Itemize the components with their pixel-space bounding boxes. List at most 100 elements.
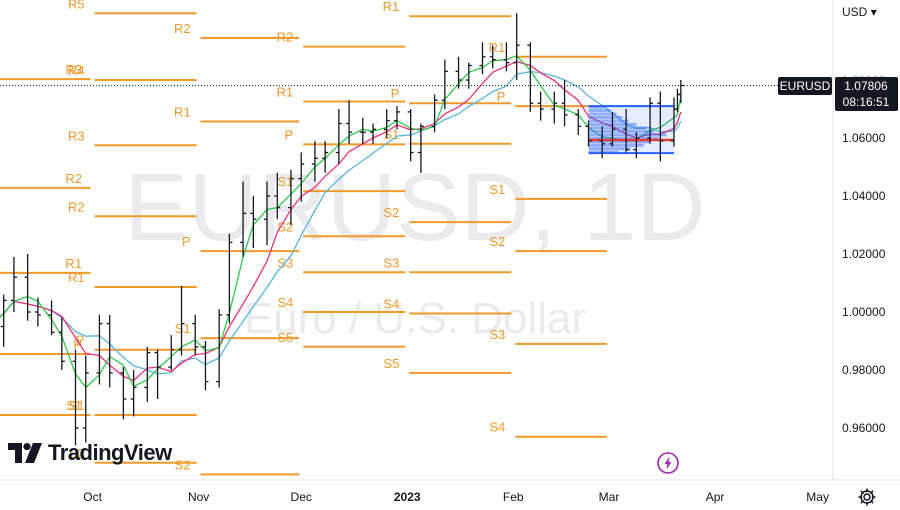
- candle: [503, 42, 510, 72]
- candle: [441, 59, 448, 109]
- y-axis[interactable]: 1.06000 1.04000 1.02000 1.00000 0.98000 0.960…: [842, 73, 886, 435]
- pivot-label-r2: R2: [277, 30, 294, 45]
- pivot-label-r1: R1: [174, 104, 191, 119]
- candle: [633, 132, 640, 159]
- x-tick-label: Dec: [291, 490, 312, 504]
- price-tag-price: 1.07806: [844, 79, 888, 93]
- candle: [335, 109, 342, 165]
- candle: [431, 94, 438, 133]
- pivot-label-p: P: [391, 86, 400, 101]
- pivot-label-s2: S2: [383, 205, 399, 220]
- pivot-label-s5: S5: [277, 330, 293, 345]
- volume-profile-bar: [588, 133, 667, 137]
- candle: [264, 181, 271, 246]
- volume-profile-bar: [588, 129, 655, 133]
- pivot-label-p: P: [76, 333, 85, 348]
- pivot-label-p: P: [73, 337, 82, 352]
- candle: [192, 314, 199, 356]
- flash-icon[interactable]: [657, 452, 679, 474]
- candle: [479, 42, 486, 75]
- candle: [370, 123, 377, 144]
- candle: [274, 172, 281, 220]
- pivot-label-s1: S1: [69, 398, 85, 413]
- x-axis[interactable]: Oct Nov Dec 2023 Feb Mar Apr May: [83, 490, 829, 504]
- price-tag: EURUSD 1.07806 08:16:51: [778, 77, 898, 111]
- candle: [657, 91, 664, 162]
- x-tick-label: May: [806, 490, 829, 504]
- x-tick-label: Mar: [599, 490, 620, 504]
- candle: [599, 126, 606, 159]
- pivot-label-r2: R2: [65, 171, 82, 186]
- pivot-label-s4: S4: [277, 295, 293, 310]
- candle: [48, 300, 55, 336]
- candle: [216, 309, 223, 388]
- currency-selector[interactable]: USD ▾: [842, 5, 877, 19]
- pivot-label-s3: S3: [383, 255, 399, 270]
- volume-profile-bar: [588, 143, 644, 147]
- price-tag-countdown: 08:16:51: [843, 95, 890, 109]
- candle: [609, 111, 616, 147]
- tradingview-logo[interactable]: TradingView: [8, 440, 172, 466]
- candle: [96, 314, 103, 385]
- y-tick-label: 1.04000: [842, 189, 886, 203]
- candle: [298, 152, 305, 202]
- tradingview-mark-icon: [8, 443, 42, 463]
- x-tick-label: Feb: [503, 490, 524, 504]
- gear-icon[interactable]: [857, 487, 877, 507]
- chevron-down-icon: ▾: [870, 5, 877, 19]
- candle: [154, 349, 161, 399]
- candle: [287, 169, 294, 225]
- candle: [407, 109, 414, 162]
- candle: [489, 45, 496, 69]
- y-tick-label: 0.96000: [842, 421, 886, 435]
- pivot-label-p: P: [285, 127, 294, 142]
- pivot-label-s4: S4: [489, 420, 505, 435]
- y-tick-label: 1.06000: [842, 131, 886, 145]
- watermark-title: EURUSD, 1D: [124, 154, 705, 261]
- pivot-label-s1: S1: [175, 321, 191, 336]
- volume-profile: [588, 104, 674, 155]
- candle: [178, 285, 185, 356]
- candle: [202, 341, 209, 391]
- pivot-label-r2: R2: [68, 199, 85, 214]
- candle: [647, 97, 654, 144]
- pivot-label-r2: R2: [174, 21, 191, 36]
- candle: [677, 80, 684, 104]
- volume-profile-bar: [588, 136, 659, 140]
- pivot-label-r1: R1: [383, 0, 400, 14]
- candle: [72, 349, 79, 446]
- moving-averages: [0, 55, 682, 389]
- candle: [575, 109, 582, 136]
- candle: [585, 120, 592, 147]
- watermark-subtitle: Euro / U.S. Dollar: [244, 294, 586, 343]
- pivot-label-s1: S1: [489, 182, 505, 197]
- x-tick-label: Nov: [188, 490, 209, 504]
- volume-profile-bar: [588, 126, 647, 130]
- pivot-label-s3: S3: [489, 327, 505, 342]
- candle: [226, 233, 233, 324]
- candle: [120, 367, 127, 420]
- candle: [34, 297, 41, 327]
- candle: [322, 140, 329, 173]
- ma-fast-line: [0, 55, 682, 389]
- candle: [527, 42, 534, 112]
- pivot-label-r5: R5: [68, 0, 85, 11]
- y-tick-label: 1.02000: [842, 247, 886, 261]
- pivot-label-p: P: [182, 234, 191, 249]
- volume-profile-bar: [588, 112, 617, 116]
- pivot-label-p: P: [497, 89, 506, 104]
- ma-slow-line: [0, 70, 682, 375]
- candle: [346, 100, 353, 144]
- pivot-label-r1: R1: [277, 84, 294, 99]
- pivot-label-r3: R3: [68, 128, 85, 143]
- candle: [551, 91, 558, 124]
- pivot-label-s2: S2: [175, 457, 191, 472]
- price-tag-ticker: EURUSD: [780, 79, 831, 93]
- candle: [465, 62, 472, 89]
- candle: [311, 140, 318, 182]
- volume-profile-bar: [588, 115, 623, 119]
- pivot-label-s1: S1: [66, 398, 82, 413]
- y-tick-label: 1.00000: [842, 305, 886, 319]
- candle: [82, 355, 89, 443]
